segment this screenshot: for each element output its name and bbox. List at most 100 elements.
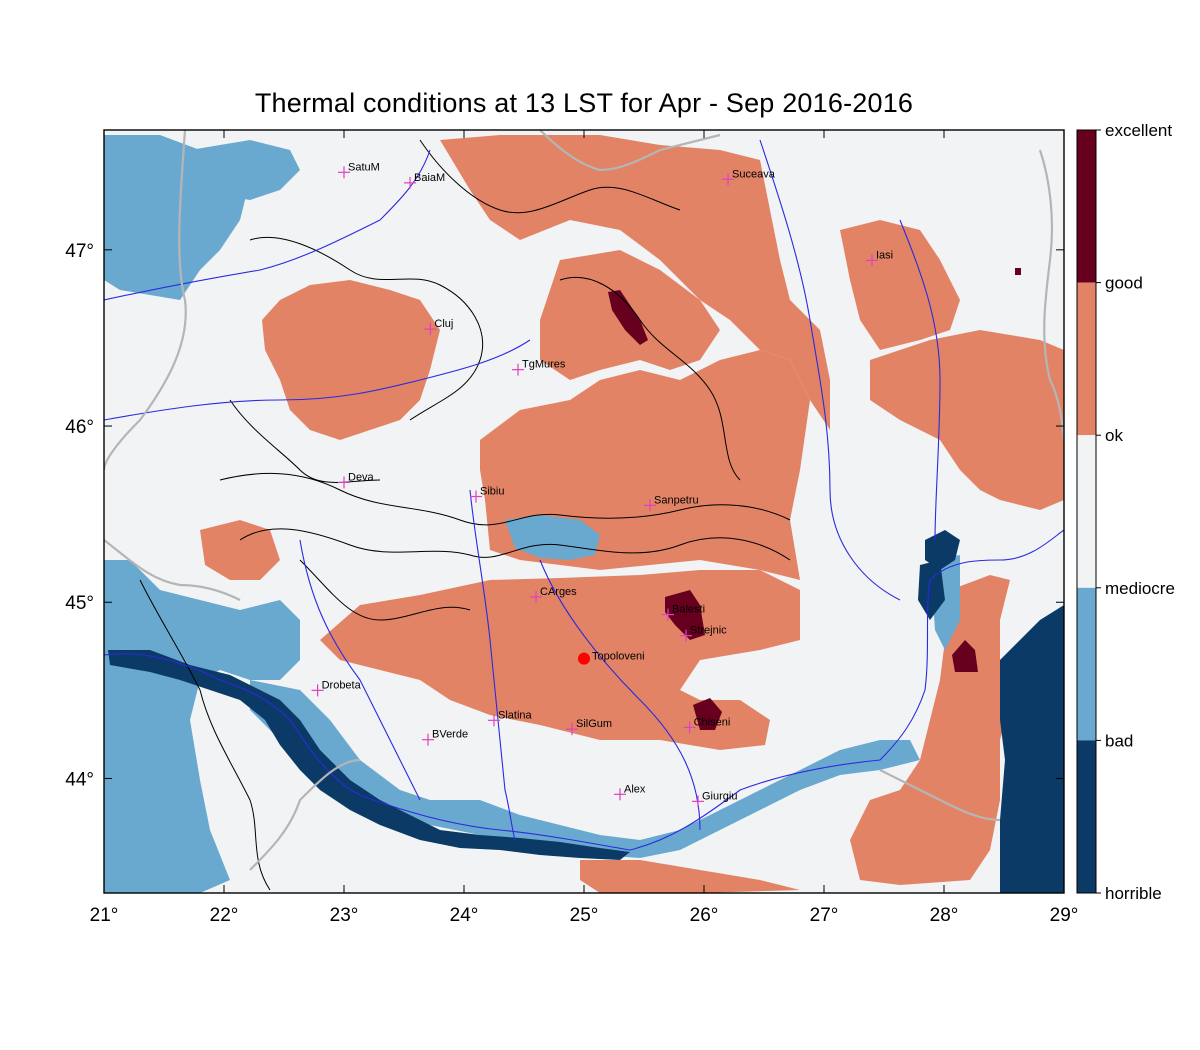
contour-line-6 xyxy=(419,139,681,214)
good-region-transylvania xyxy=(262,280,440,440)
city-label: BVerde xyxy=(432,729,468,741)
axes: 21° 22° 23° 24° 25° 26° 27° 28° 29° 44° 45° 46° 47° xyxy=(65,130,1078,926)
city-label: CArges xyxy=(540,586,577,598)
city-label: Slatina xyxy=(498,709,533,721)
good-region-sw xyxy=(580,860,800,893)
city-marker: Deva xyxy=(338,471,375,489)
contour-line-2 xyxy=(239,528,791,561)
mures-river xyxy=(104,339,531,421)
colorbar-frame xyxy=(1076,129,1097,894)
city-label: Suceava xyxy=(732,168,776,180)
colorbar-label: bad xyxy=(1105,731,1133,750)
colorbar-segment xyxy=(1077,282,1096,436)
city-marker: Suceava xyxy=(722,168,776,186)
excellent-patch-4 xyxy=(952,640,978,672)
bad-region-delta xyxy=(1000,605,1064,893)
contour-line-7 xyxy=(299,559,471,621)
siret-river xyxy=(759,139,901,601)
city-label: Sibiu xyxy=(480,486,504,498)
colorbar-label: ok xyxy=(1105,426,1123,445)
city-marker: Slatina xyxy=(488,709,533,727)
x-tick-label: 23° xyxy=(330,905,359,926)
excellent-patches xyxy=(608,268,1021,730)
border-southwest xyxy=(104,539,241,601)
city-marker: Sibiu xyxy=(470,486,504,503)
colorbar: excellent good ok mediocre bad horrible xyxy=(1076,121,1175,903)
city-label: Drobeta xyxy=(322,679,362,691)
bad-region-danube-sw xyxy=(108,650,630,860)
contour-line-8 xyxy=(229,399,381,483)
good-region-moldova xyxy=(840,220,960,350)
colorbar-segment xyxy=(1077,435,1096,588)
good-region-west xyxy=(200,520,280,580)
x-tick-label: 22° xyxy=(210,905,239,926)
good-region-north xyxy=(440,135,830,430)
contour-line-5 xyxy=(139,579,271,891)
bad-regions xyxy=(108,530,1064,893)
y-tick-label: 44° xyxy=(65,769,94,790)
y-tick-label: 47° xyxy=(65,241,94,262)
city-marker: Iasi xyxy=(866,249,893,267)
colorbar-segment xyxy=(1077,587,1096,741)
city-marker: SilGum xyxy=(566,718,612,736)
city-label: Alex xyxy=(624,783,646,795)
city-marker: Drobeta xyxy=(311,679,362,697)
x-tick-label: 21° xyxy=(90,905,119,926)
city-label: Deva xyxy=(348,471,375,483)
highlight-site-dot xyxy=(578,652,590,665)
y-tick-label: 45° xyxy=(65,593,94,614)
border-south xyxy=(249,758,361,871)
city-marker: Chiseni xyxy=(683,716,731,734)
colorbar-label: mediocre xyxy=(1105,579,1175,598)
colorbar-label: horrible xyxy=(1105,884,1162,903)
highlight-site-layer: Topoloveni xyxy=(578,651,645,665)
good-region-east xyxy=(870,330,1064,510)
rivers xyxy=(104,139,1064,851)
city-label: Sanpetru xyxy=(654,494,699,506)
city-markers: SatuM BaiaM Suceava Iasi Cluj TgMures Deva Sibi… xyxy=(311,161,893,808)
city-marker: Alex xyxy=(614,783,646,801)
x-tick-label: 28° xyxy=(930,905,959,926)
excellent-patch-2 xyxy=(665,590,705,640)
bad-region-lakes xyxy=(925,530,960,570)
city-marker: CArges xyxy=(530,586,577,603)
mediocre-region-carpath xyxy=(505,515,600,560)
contour-line-1 xyxy=(219,472,791,526)
x-tick-label: 24° xyxy=(450,905,479,926)
city-label: Cluj xyxy=(434,318,453,330)
city-label: Iasi xyxy=(876,249,893,261)
city-marker: Strejnic xyxy=(680,625,727,642)
excellent-patch-3 xyxy=(693,698,722,730)
city-marker: TgMures xyxy=(512,359,566,376)
city-marker: Balesti xyxy=(662,604,705,621)
highlight-site-label: Topoloveni xyxy=(592,651,645,663)
city-label: Giurgiu xyxy=(702,790,737,802)
y-tick-label: 46° xyxy=(65,417,94,438)
excellent-patch-5 xyxy=(1015,268,1021,275)
chart-title: Thermal conditions at 13 LST for Apr - S… xyxy=(254,88,914,118)
colorbar-segment xyxy=(1077,130,1096,283)
olt-river xyxy=(469,489,516,841)
border-west xyxy=(104,130,187,471)
x-tick-label: 26° xyxy=(690,905,719,926)
x-tick-label: 27° xyxy=(810,905,839,926)
city-label: Strejnic xyxy=(690,625,727,637)
colorbar-label: excellent xyxy=(1105,121,1172,140)
mediocre-region-satu xyxy=(190,140,300,200)
prut-river xyxy=(899,219,941,541)
city-label: Chiseni xyxy=(694,716,731,728)
mediocre-region-sw xyxy=(104,560,300,893)
border-north xyxy=(539,130,721,172)
colorbar-label: good xyxy=(1105,274,1143,293)
city-label: SilGum xyxy=(576,718,612,730)
somes-river xyxy=(104,149,431,301)
x-tick-label: 29° xyxy=(1050,905,1079,926)
contour-line-4 xyxy=(559,276,741,481)
city-marker: BaiaM xyxy=(404,172,445,189)
city-label: BaiaM xyxy=(414,172,445,184)
border-east xyxy=(1038,149,1064,441)
city-label: TgMures xyxy=(522,359,566,371)
excellent-patch-1 xyxy=(608,290,648,345)
colorbar-segment xyxy=(1077,740,1096,893)
